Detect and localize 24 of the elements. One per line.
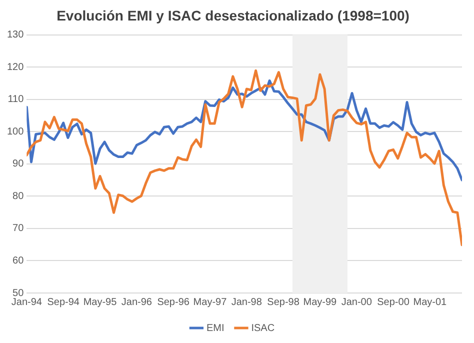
x-tick-label: Sep-96	[157, 296, 190, 308]
x-tick-label: Sep-00	[377, 296, 410, 308]
x-tick-label: May-95	[83, 296, 118, 308]
x-tick-label: Sep-94	[47, 296, 80, 308]
legend-label: ISAC	[251, 322, 275, 334]
y-tick-label: 120	[6, 62, 24, 73]
y-tick-label: 50	[12, 288, 24, 299]
legend-label: EMI	[206, 322, 224, 334]
y-tick-label: 110	[8, 94, 24, 106]
chart-title: Evolución EMI y ISAC desestacionalizado (1998=100)	[56, 7, 410, 24]
x-tick-label: May-97	[193, 296, 228, 308]
x-tick-label: Jan-96	[121, 296, 152, 308]
y-tick-label: 100	[6, 126, 24, 138]
x-tick-label: May-01	[413, 296, 448, 308]
x-tick-label: Jan-00	[341, 296, 372, 308]
x-tick-label: Jan-94	[11, 296, 42, 308]
y-tick-label: 90	[12, 158, 24, 170]
x-tick-label: Sep-98	[267, 296, 300, 308]
y-tick-label: 80	[12, 190, 24, 202]
x-tick-label: May-99	[303, 296, 338, 308]
x-tick-label: Jan-98	[231, 296, 262, 308]
y-tick-label: 60	[12, 255, 24, 266]
y-tick-label: 130	[6, 30, 24, 41]
y-tick-label: 70	[12, 223, 24, 234]
